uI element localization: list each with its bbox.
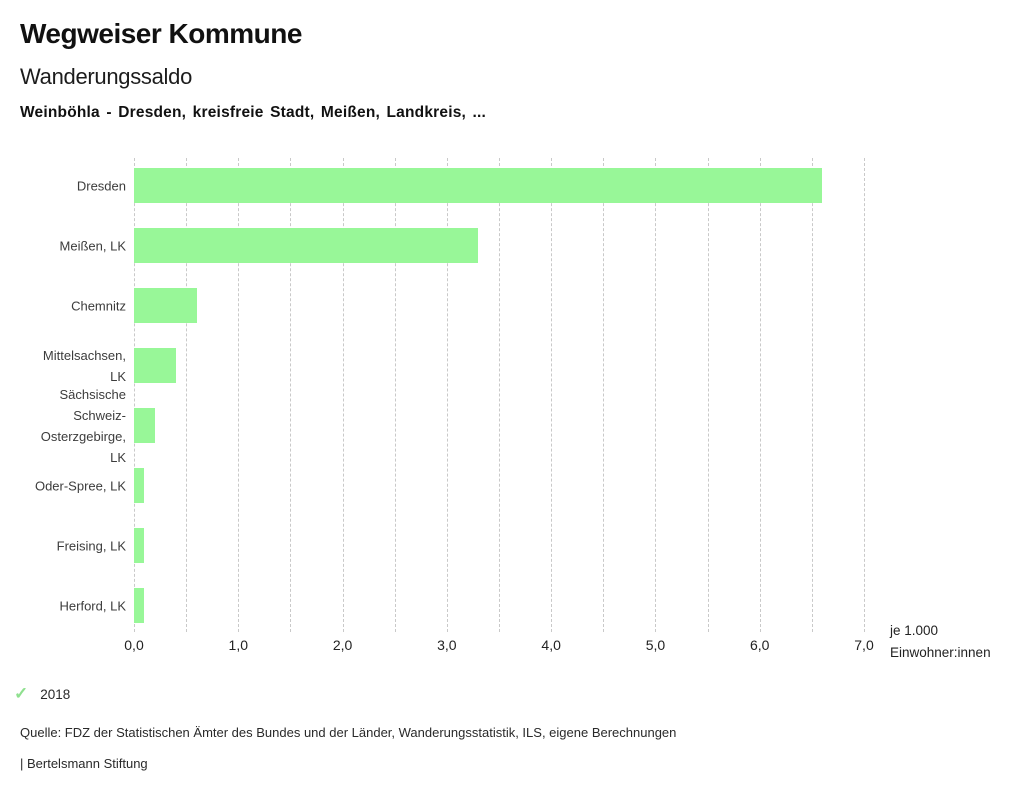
gridline — [551, 158, 553, 632]
gridline — [446, 158, 448, 632]
gridline — [603, 158, 605, 632]
chart-title: Wanderungssaldo — [20, 64, 193, 89]
source-text: Quelle: FDZ der Statistischen Ämter des … — [20, 725, 677, 740]
category-label: Dresden — [76, 178, 126, 193]
bar-chart: je 1.000 Einwohner:innen Dresden Meißen, … — [0, 158, 1024, 698]
bar-herford-lk[interactable] — [134, 588, 145, 623]
category-label: Mittelsachsen, LK — [42, 347, 126, 384]
gridline — [394, 158, 396, 632]
x-tick-label: 6,0 — [749, 637, 770, 653]
x-tick-label: 7,0 — [854, 637, 874, 653]
gridline — [707, 158, 709, 632]
gridline — [499, 158, 500, 632]
x-tick-label: 4,0 — [541, 637, 561, 653]
bar-chemnitz[interactable] — [134, 288, 197, 323]
bar-s-chsische-schweiz-osterzgebirge-lk[interactable] — [134, 408, 155, 443]
axis-unit-label: je 1.000 Einwohner:innen — [890, 620, 1020, 663]
x-tick-label: 3,0 — [437, 637, 457, 653]
bar-dresden[interactable] — [134, 168, 823, 203]
bar-freising-lk[interactable] — [134, 528, 145, 563]
gridline — [759, 158, 761, 632]
gridline — [134, 158, 135, 632]
chart-comparison-subtitle: Weinböhla - Dresden, kreisfreie Stadt, M… — [20, 104, 487, 121]
legend-year-label: 2018 — [40, 686, 71, 702]
gridline — [342, 158, 344, 632]
x-tick-label: 0,0 — [124, 637, 144, 653]
gridline — [186, 158, 188, 632]
gridline — [238, 158, 240, 632]
axis-unit-line-2: Einwohner:innen — [890, 644, 991, 660]
x-tick-label: 1,0 — [228, 637, 249, 653]
category-label: Chemnitz — [71, 298, 126, 313]
legend-item-2018[interactable]: ✓ 2018 — [14, 684, 70, 704]
category-label: Herford, LK — [59, 598, 126, 613]
gridline — [290, 158, 292, 632]
x-tick-label: 5,0 — [645, 637, 666, 653]
category-label: Meißen, LK — [59, 238, 126, 253]
bar-mittelsachsen-lk[interactable] — [134, 348, 176, 383]
brand-text: | Bertelsmann Stiftung — [20, 756, 148, 771]
checkmark-icon: ✓ — [14, 684, 29, 703]
category-label: Oder-Spree, LK — [34, 478, 126, 493]
bar-mei-en-lk[interactable] — [134, 228, 479, 263]
page-title: Wegweiser Kommune — [20, 18, 302, 49]
gridline — [655, 158, 657, 632]
axis-unit-line-1: je 1.000 — [890, 623, 939, 638]
bar-oder-spree-lk[interactable] — [134, 468, 145, 503]
gridline — [811, 158, 813, 632]
gridline — [864, 158, 865, 632]
x-tick-label: 2,0 — [332, 637, 353, 653]
category-label: Sächsische Schweiz- Osterzgebirge, LK — [40, 386, 126, 465]
category-label: Freising, LK — [56, 538, 126, 553]
